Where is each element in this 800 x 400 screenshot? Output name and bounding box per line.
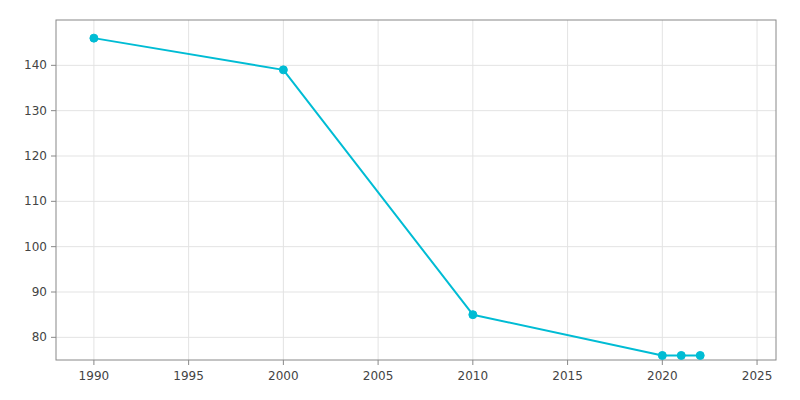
plot-frame	[56, 20, 776, 360]
y-tick	[51, 246, 56, 247]
plot-background	[56, 20, 776, 360]
x-tick-label: 2020	[647, 369, 678, 383]
y-grid-line	[56, 156, 776, 157]
x-grid-line	[662, 20, 663, 360]
y-tick-label: 90	[32, 285, 47, 299]
y-grid-line	[56, 65, 776, 66]
x-tick	[472, 360, 473, 365]
x-tick-label: 1995	[173, 369, 204, 383]
x-tick-label: 1990	[79, 369, 110, 383]
y-tick	[51, 292, 56, 293]
x-tick	[757, 360, 758, 365]
point	[658, 351, 666, 359]
y-grid-line	[56, 201, 776, 202]
y-tick-label: 120	[24, 149, 47, 163]
x-tick	[567, 360, 568, 365]
x-grid-line	[188, 20, 189, 360]
y-tick-label: 140	[24, 58, 47, 72]
y-grid-line	[56, 246, 776, 247]
line	[94, 38, 700, 355]
x-tick-label: 2000	[268, 369, 299, 383]
x-tick-label: 2005	[363, 369, 394, 383]
point	[677, 351, 685, 359]
y-tick-label: 130	[24, 104, 47, 118]
x-tick	[93, 360, 94, 365]
x-tick-label: 2015	[552, 369, 583, 383]
x-grid-line	[472, 20, 473, 360]
point	[469, 311, 477, 319]
point	[90, 34, 98, 42]
y-tick	[51, 201, 56, 202]
chart-container: 1990 1995 2000 2005 2010 2015 2020 2025 80 90 100 1…	[0, 0, 800, 400]
y-tick-label: 80	[32, 330, 47, 344]
x-tick-label: 2025	[742, 369, 773, 383]
y-grid-line	[56, 292, 776, 293]
axes: 1990 1995 2000 2005 2010 2015 2020 2025 80 90 100 1…	[24, 58, 772, 383]
x-grid-line	[757, 20, 758, 360]
y-tick	[51, 65, 56, 66]
chart-svg: 1990 1995 2000 2005 2010 2015 2020 2025 80 90 100 1…	[0, 0, 800, 400]
x-grid-line	[378, 20, 379, 360]
x-tick	[283, 360, 284, 365]
point	[696, 351, 704, 359]
y-grid-line	[56, 110, 776, 111]
y-tick	[51, 156, 56, 157]
y-grid-line	[56, 337, 776, 338]
y-tick-label: 110	[24, 194, 47, 208]
x-grid-line	[93, 20, 94, 360]
y-tick-label: 100	[24, 240, 47, 254]
series	[90, 34, 704, 359]
x-tick	[378, 360, 379, 365]
point	[279, 66, 287, 74]
x-grid-line	[567, 20, 568, 360]
x-tick	[188, 360, 189, 365]
y-tick	[51, 337, 56, 338]
x-tick-label: 2010	[458, 369, 489, 383]
x-tick	[662, 360, 663, 365]
grid	[56, 20, 776, 360]
y-tick	[51, 110, 56, 111]
